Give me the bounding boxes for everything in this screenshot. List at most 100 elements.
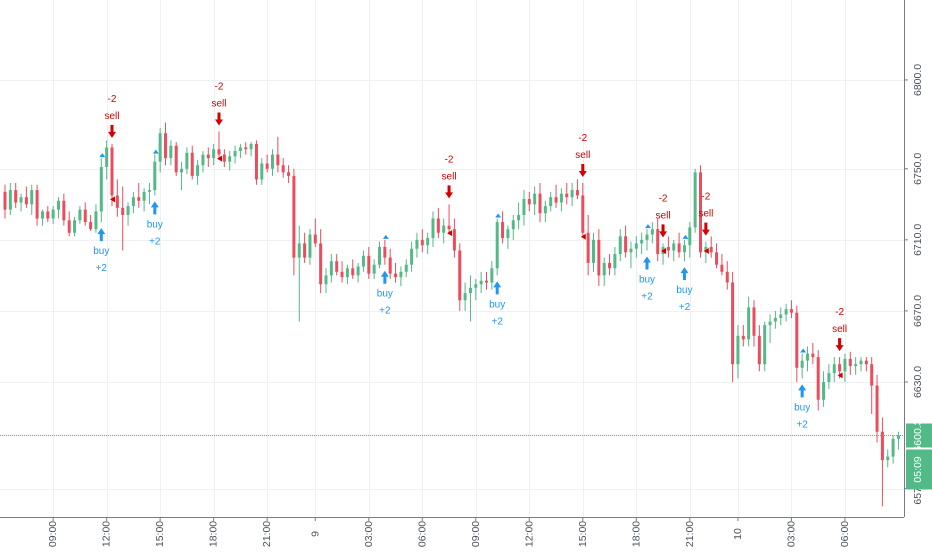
candle: [180, 161, 184, 191]
x-axis[interactable]: 09:00 12:00 15:00 18:00 21:00 9 03:00 06:00 09:0…: [0, 517, 904, 547]
candle-body: [479, 280, 483, 285]
candle: [597, 229, 601, 287]
candle: [14, 182, 18, 208]
candle-body: [388, 257, 392, 274]
candle: [715, 243, 719, 269]
candle-body: [586, 232, 590, 263]
buy-marker-icon: [645, 224, 651, 229]
candle-body: [645, 234, 649, 240]
candle: [335, 254, 339, 276]
sell-signal: sell -2: [698, 192, 713, 254]
candle-body: [827, 373, 831, 382]
buy-marker-icon: [382, 234, 389, 239]
candle: [442, 218, 446, 244]
candle-body: [99, 167, 103, 212]
candle-body: [164, 133, 167, 159]
x-tick-label: 09:00: [47, 521, 59, 547]
candle: [297, 225, 301, 322]
sell-amount: -2: [445, 154, 454, 165]
candle-body: [147, 190, 151, 192]
candle: [276, 136, 280, 173]
candle: [351, 259, 355, 279]
candle-body: [67, 220, 71, 233]
candle: [592, 232, 595, 272]
candle-body: [394, 273, 398, 278]
candle-body: [57, 200, 60, 210]
candle-body: [260, 163, 264, 180]
candle: [260, 158, 264, 185]
candle-body: [757, 335, 761, 365]
candle: [244, 142, 248, 155]
candle: [3, 184, 7, 219]
sell-amount: -2: [108, 94, 117, 105]
candle-body: [399, 271, 403, 278]
candle-body: [864, 360, 868, 365]
candle-body: [736, 335, 740, 365]
candle-body: [891, 438, 895, 457]
candle: [485, 271, 488, 290]
candle: [773, 310, 777, 329]
candle: [870, 357, 874, 414]
candle-body: [522, 198, 526, 215]
candle-body: [629, 248, 633, 253]
candle: [196, 159, 200, 185]
candle-body: [105, 147, 109, 168]
candle-body: [506, 229, 510, 239]
sell-arrow-icon: [445, 185, 454, 199]
buy-signal: buy +2: [147, 149, 163, 247]
candle-body: [779, 314, 783, 319]
sell-arrow-icon: [659, 224, 668, 238]
candle: [99, 158, 103, 223]
candle-body: [575, 190, 579, 196]
candle: [875, 374, 879, 443]
candle-body: [704, 246, 708, 253]
candle: [784, 303, 788, 322]
candle: [356, 262, 360, 283]
candle: [126, 202, 130, 226]
candle: [891, 435, 895, 464]
candle: [169, 140, 173, 166]
candle-body: [811, 353, 815, 358]
candle-body: [677, 243, 681, 253]
candle: [340, 261, 344, 283]
candle: [147, 182, 151, 205]
sell-amount: -2: [659, 193, 668, 204]
candle: [8, 182, 12, 215]
candle: [217, 131, 221, 160]
candle-body: [699, 172, 702, 253]
candle-body: [222, 154, 226, 162]
candle-body: [121, 207, 125, 215]
candle-body: [174, 145, 178, 173]
candle-body: [870, 364, 874, 386]
candle: [399, 266, 403, 287]
candle: [158, 127, 162, 173]
candle-body: [24, 197, 28, 205]
candle: [645, 229, 649, 251]
candle-body: [244, 147, 248, 150]
buy-label: buy: [489, 299, 505, 310]
candle-body: [110, 147, 114, 196]
last-price-badge: [906, 423, 932, 448]
candle-body: [886, 456, 890, 461]
buy-signal: buy +2: [93, 153, 109, 274]
candle-body: [693, 172, 697, 228]
candle: [832, 357, 836, 382]
candle-body: [276, 154, 280, 166]
candle-body: [763, 325, 767, 365]
candle-body: [126, 206, 130, 215]
sell-signal: sell -2: [832, 307, 847, 379]
candle: [24, 186, 28, 208]
candle-body: [725, 271, 729, 283]
candle-body: [549, 197, 553, 207]
y-axis[interactable]: 6800.06750.06710.06670.06630.06570.06600…: [904, 0, 932, 517]
candle-body: [709, 246, 713, 253]
x-tick-label: 18:00: [208, 521, 220, 547]
candle-body: [319, 243, 323, 285]
sell-label: sell: [575, 150, 590, 161]
candles[interactable]: [3, 122, 900, 507]
candle-body: [271, 154, 274, 169]
buy-amount: +2: [679, 302, 691, 313]
candle: [640, 232, 644, 255]
sell-signal: sell -2: [211, 81, 227, 162]
